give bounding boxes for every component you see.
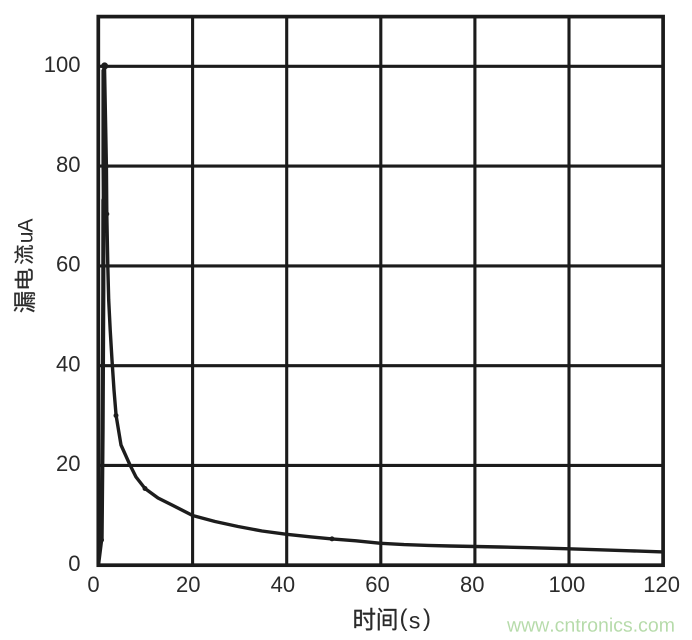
svg-text:100: 100: [549, 572, 586, 597]
svg-text:0: 0: [68, 551, 80, 576]
svg-text:): ): [423, 605, 431, 632]
svg-text:80: 80: [460, 572, 484, 597]
svg-text:0: 0: [87, 572, 99, 597]
svg-text:60: 60: [56, 252, 80, 277]
svg-text:20: 20: [56, 451, 80, 476]
svg-text:100: 100: [44, 52, 81, 77]
svg-text:s: s: [409, 607, 421, 633]
svg-text:(: (: [400, 605, 408, 632]
svg-text:40: 40: [271, 572, 295, 597]
svg-text:20: 20: [176, 572, 200, 597]
svg-text:60: 60: [365, 572, 389, 597]
svg-text:80: 80: [56, 152, 80, 177]
svg-text:uA: uA: [14, 219, 37, 244]
svg-text:120: 120: [643, 572, 680, 597]
svg-text:40: 40: [56, 352, 80, 377]
